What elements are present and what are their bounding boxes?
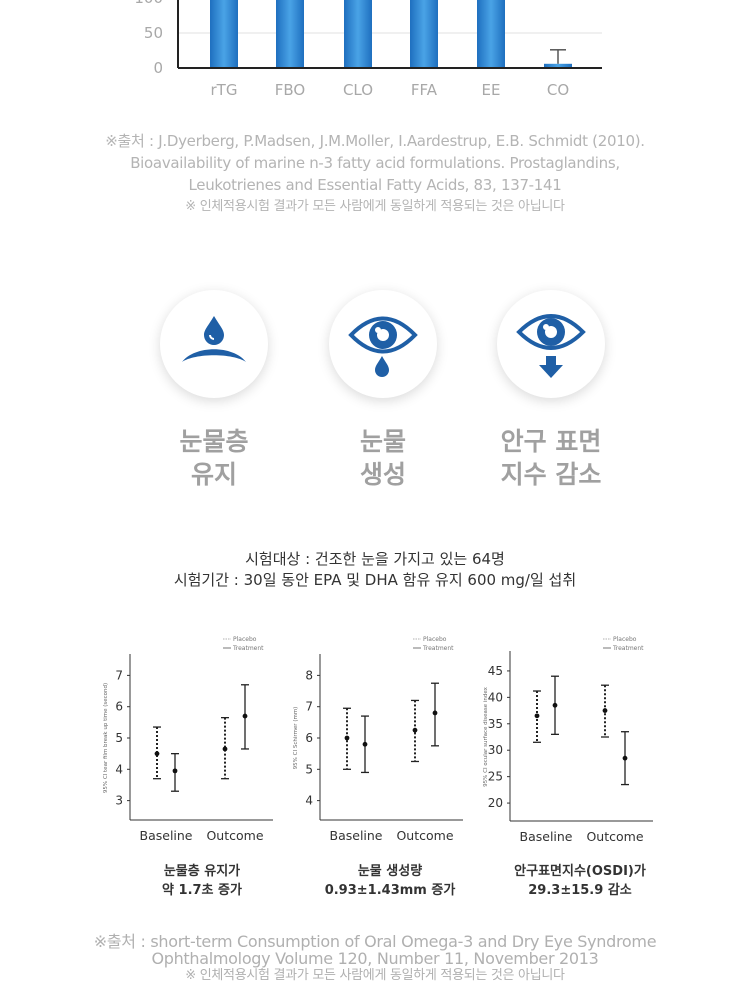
source-line: Bioavailability of marine n-3 fatty acid… — [130, 154, 620, 172]
y-tick-label: 45 — [488, 664, 503, 678]
mean-point-placebo — [412, 727, 418, 733]
y-tick-label: 0 — [153, 59, 163, 77]
legend-placebo: Placebo — [233, 636, 257, 643]
source-line: ※출처 : short-term Consumption of Oral Ome… — [93, 932, 657, 951]
bar-chart: rTG FBO CLO FFA EE CO 0 50 100 — [134, 0, 602, 99]
bar-rtg — [210, 0, 238, 69]
mean-point-treatment — [552, 702, 558, 708]
y-tick-label: 20 — [488, 796, 503, 810]
study-period: 시험기간 : 30일 동안 EPA 및 DHA 함유 유지 600 mg/일 섭… — [173, 571, 577, 589]
source-line: Leukotrienes and Essential Fatty Acids, … — [188, 176, 562, 194]
y-tick-label: 4 — [115, 762, 123, 776]
feature-line: 생성 — [359, 460, 406, 489]
interval-chart-osdi: 95% CI ocular surface disease index Place… — [483, 636, 653, 844]
disclaimer-line: ※ 인체적용시험 결과가 모든 사람에게 동일하게 적용되는 것은 아닙니다 — [185, 968, 565, 983]
legend-treatment: Treatment — [232, 645, 264, 652]
x-tick-label: Baseline — [330, 828, 383, 843]
caption-line: 0.93±1.43mm 증가 — [324, 883, 456, 898]
feature-line: 안구 표면 — [500, 427, 602, 456]
interval-chart-tear-breakup: 95% CI tear film break up time (second) P… — [103, 636, 273, 843]
y-tick-label: 7 — [115, 668, 123, 682]
bar-co — [544, 63, 572, 68]
x-tick-label: FFA — [411, 81, 438, 99]
feature-line: 유지 — [190, 460, 237, 489]
y-tick-label: 7 — [305, 700, 313, 714]
x-tick-label: rTG — [211, 81, 238, 99]
feature-line: 눈물층 — [179, 427, 249, 456]
caption-line: 29.3±15.9 감소 — [528, 883, 632, 898]
feature-label-osdi: 안구 표면 지수 감소 — [451, 425, 651, 491]
x-tick-label: EE — [482, 81, 501, 99]
caption-tear-production: 눈물 생성량 0.93±1.43mm 증가 — [280, 862, 500, 900]
mean-point-placebo — [154, 751, 160, 757]
bar-ee — [477, 0, 505, 68]
disclaimer-line: ※ 인체적용시험 결과가 모든 사람에게 동일하게 적용되는 것은 아닙니다 — [185, 199, 565, 214]
y-axis-label: 95% CI tear film break up time (second) — [103, 683, 109, 793]
mean-point-placebo — [534, 713, 540, 719]
source-citation-1: ※출처 : J.Dyerberg, P.Madsen, J.M.Moller, … — [0, 130, 750, 218]
y-tick-label: 8 — [305, 668, 313, 682]
y-tick-label: 50 — [144, 24, 163, 42]
y-tick-label: 6 — [115, 700, 123, 714]
y-tick-label: 100 — [134, 0, 163, 7]
mean-point-placebo — [222, 746, 228, 752]
x-tick-label: CLO — [343, 81, 373, 99]
interval-chart-schirmer: 95% CI Schirmer (mm) Placebo Treatment 4 5 6 7… — [293, 636, 463, 843]
caption-line: 약 1.7초 증가 — [162, 883, 242, 898]
y-tick-label: 6 — [305, 731, 313, 745]
mean-point-treatment — [432, 710, 438, 716]
caption-line: 눈물 생성량 — [357, 864, 423, 879]
study-info: 시험대상 : 건조한 눈을 가지고 있는 64명 시험기간 : 30일 동안 E… — [0, 549, 750, 591]
y-tick-label: 30 — [488, 743, 503, 757]
legend-treatment: Treatment — [612, 645, 644, 652]
x-tick-label: Baseline — [140, 828, 193, 843]
feature-line: 눈물 — [359, 427, 406, 456]
legend-placebo: Placebo — [613, 636, 637, 643]
tear-production-icon — [329, 290, 437, 398]
source-citation-2: ※출처 : short-term Consumption of Oral Ome… — [0, 933, 750, 984]
bar-clo — [344, 0, 372, 68]
y-tick-label: 35 — [488, 717, 503, 731]
x-tick-label: CO — [547, 81, 569, 99]
tear-film-icon — [160, 290, 268, 398]
caption-line: 눈물층 유지가 — [163, 864, 241, 879]
y-axis-label: 95% CI Schirmer (mm) — [293, 707, 299, 770]
caption-osdi: 안구표면지수(OSDI)가 29.3±15.9 감소 — [470, 862, 690, 900]
bar-fbo — [276, 0, 304, 68]
legend-treatment: Treatment — [422, 645, 454, 652]
legend-placebo: Placebo — [423, 636, 447, 643]
y-axis-label: 95% CI ocular surface disease index — [483, 686, 489, 786]
feature-line: 지수 감소 — [500, 460, 602, 489]
mean-point-treatment — [362, 741, 368, 747]
y-tick-label: 3 — [115, 794, 123, 808]
x-tick-label: Outcome — [396, 828, 453, 843]
feature-label-tear-film: 눈물층 유지 — [114, 425, 314, 491]
caption-tear-film: 눈물층 유지가 약 1.7초 증가 — [92, 862, 312, 900]
y-tick-label: 4 — [305, 794, 313, 808]
source-line: Ophthalmology Volume 120, Number 11, Nov… — [151, 949, 599, 968]
y-tick-label: 5 — [115, 731, 123, 745]
mean-point-treatment — [622, 755, 628, 761]
mean-point-placebo — [344, 735, 350, 741]
source-line: ※출처 : J.Dyerberg, P.Madsen, J.M.Moller, … — [105, 132, 645, 150]
x-tick-label: Outcome — [206, 828, 263, 843]
eye-surface-decrease-icon — [497, 290, 605, 398]
x-tick-label: Baseline — [520, 829, 573, 844]
x-tick-label: Outcome — [586, 829, 643, 844]
y-tick-label: 40 — [488, 690, 503, 704]
caption-line: 안구표면지수(OSDI)가 — [514, 864, 646, 879]
feature-label-tear-production: 눈물 생성 — [283, 425, 483, 491]
bar-ffa — [410, 0, 438, 68]
y-tick-label: 5 — [305, 762, 313, 776]
mean-point-placebo — [602, 708, 608, 713]
study-subjects: 시험대상 : 건조한 눈을 가지고 있는 64명 — [245, 550, 505, 568]
y-tick-label: 25 — [488, 770, 503, 784]
mean-point-treatment — [172, 768, 178, 774]
mean-point-treatment — [242, 713, 248, 719]
x-tick-label: FBO — [275, 81, 305, 99]
